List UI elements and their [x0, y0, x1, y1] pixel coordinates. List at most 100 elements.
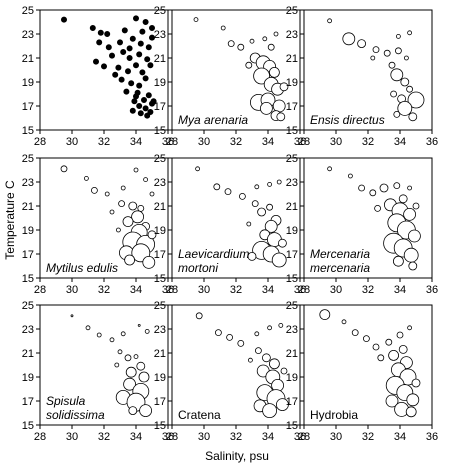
- y-tick-label: 23: [154, 324, 166, 336]
- x-tick-label: 30: [198, 284, 210, 296]
- data-point: [254, 347, 262, 355]
- data-point: [385, 394, 399, 408]
- x-tick-label: 28: [34, 136, 46, 148]
- data-point: [246, 221, 252, 227]
- data-point: [398, 194, 408, 204]
- x-tick-label: 28: [166, 136, 178, 148]
- data-point: [123, 377, 137, 391]
- data-point: [358, 184, 366, 192]
- data-point: [388, 61, 396, 69]
- data-point: [144, 56, 151, 63]
- x-tick-label: 34: [262, 284, 274, 296]
- x-tick-label: 32: [98, 431, 110, 443]
- y-tick-label: 19: [154, 372, 166, 384]
- panel-label-line2: mercenaria: [310, 261, 370, 275]
- x-tick-label: 32: [98, 136, 110, 148]
- data-point: [126, 55, 133, 62]
- y-tick-label: 17: [154, 396, 166, 408]
- data-point: [327, 18, 333, 24]
- x-tick-label: 30: [66, 431, 78, 443]
- data-point: [96, 39, 103, 46]
- panel-label: Cratena: [178, 408, 221, 422]
- y-tick-label: 17: [22, 101, 34, 113]
- data-point: [134, 89, 141, 96]
- panel-label: Ensis directus: [310, 113, 385, 127]
- x-tick-label: 28: [34, 284, 46, 296]
- y-tick-label: 15: [286, 420, 298, 432]
- y-tick-label: 21: [22, 53, 34, 65]
- data-point: [105, 44, 112, 51]
- data-point: [147, 230, 157, 240]
- data-point: [279, 82, 289, 92]
- data-point: [139, 404, 153, 418]
- panel-label-line2: solidissima: [46, 408, 105, 422]
- panel-5: 28 30 32 34 36151719212325Laevicardiummorton…: [154, 153, 306, 296]
- data-point: [407, 325, 413, 331]
- panel-label: Spisula: [46, 394, 86, 408]
- data-point: [259, 102, 273, 115]
- y-tick-label: 25: [286, 5, 298, 17]
- data-point: [195, 312, 203, 320]
- y-tick-label: 23: [154, 177, 166, 189]
- data-point: [213, 183, 221, 191]
- data-point: [268, 358, 280, 370]
- data-point: [128, 406, 138, 416]
- data-point: [140, 97, 147, 104]
- x-tick-label: 28: [166, 284, 178, 296]
- data-point: [278, 322, 284, 328]
- y-tick-label: 21: [22, 201, 34, 213]
- data-point: [261, 353, 271, 363]
- data-point: [109, 209, 115, 215]
- x-tick-label: 32: [230, 136, 242, 148]
- data-point: [394, 47, 402, 55]
- y-tick-label: 25: [22, 300, 34, 312]
- data-point: [142, 75, 149, 82]
- data-point: [407, 30, 413, 36]
- data-point: [262, 36, 268, 42]
- data-point: [145, 92, 152, 99]
- data-point: [237, 339, 245, 347]
- data-point: [406, 85, 414, 93]
- data-point: [372, 343, 380, 351]
- data-point: [147, 62, 154, 69]
- data-point: [136, 361, 146, 371]
- data-point: [341, 319, 347, 325]
- data-point: [120, 49, 127, 56]
- data-point: [247, 357, 253, 363]
- data-point: [120, 331, 126, 337]
- data-point: [407, 91, 425, 109]
- y-tick-label: 23: [22, 324, 34, 336]
- data-point: [148, 24, 155, 31]
- panel-6: 28 30 32 34 36151719212325Mercenariamercenar…: [286, 153, 438, 296]
- data-point: [254, 331, 260, 337]
- data-point: [195, 166, 201, 172]
- data-point: [280, 367, 288, 375]
- data-point: [116, 227, 121, 233]
- data-point: [408, 112, 418, 122]
- data-point: [148, 34, 155, 41]
- data-point: [271, 252, 287, 268]
- y-tick-label: 23: [286, 29, 298, 41]
- x-tick-label: 30: [66, 136, 78, 148]
- panel-label: Hydrobia: [310, 408, 358, 422]
- x-tick-label: 36: [426, 136, 438, 148]
- panel-label: Mercenaria: [310, 247, 370, 261]
- data-point: [85, 325, 91, 331]
- y-tick-label: 17: [286, 249, 298, 261]
- y-tick-label: 21: [286, 201, 298, 213]
- x-tick-label: 34: [130, 431, 142, 443]
- data-point: [276, 179, 282, 185]
- data-point: [126, 45, 133, 52]
- data-point: [97, 29, 104, 36]
- x-tick-label: 32: [362, 431, 374, 443]
- data-point: [385, 338, 393, 346]
- data-point: [411, 378, 421, 388]
- data-point: [136, 103, 143, 110]
- data-point: [397, 101, 413, 116]
- data-point: [351, 329, 359, 337]
- y-tick-label: 17: [154, 249, 166, 261]
- x-tick-label: 36: [162, 136, 174, 148]
